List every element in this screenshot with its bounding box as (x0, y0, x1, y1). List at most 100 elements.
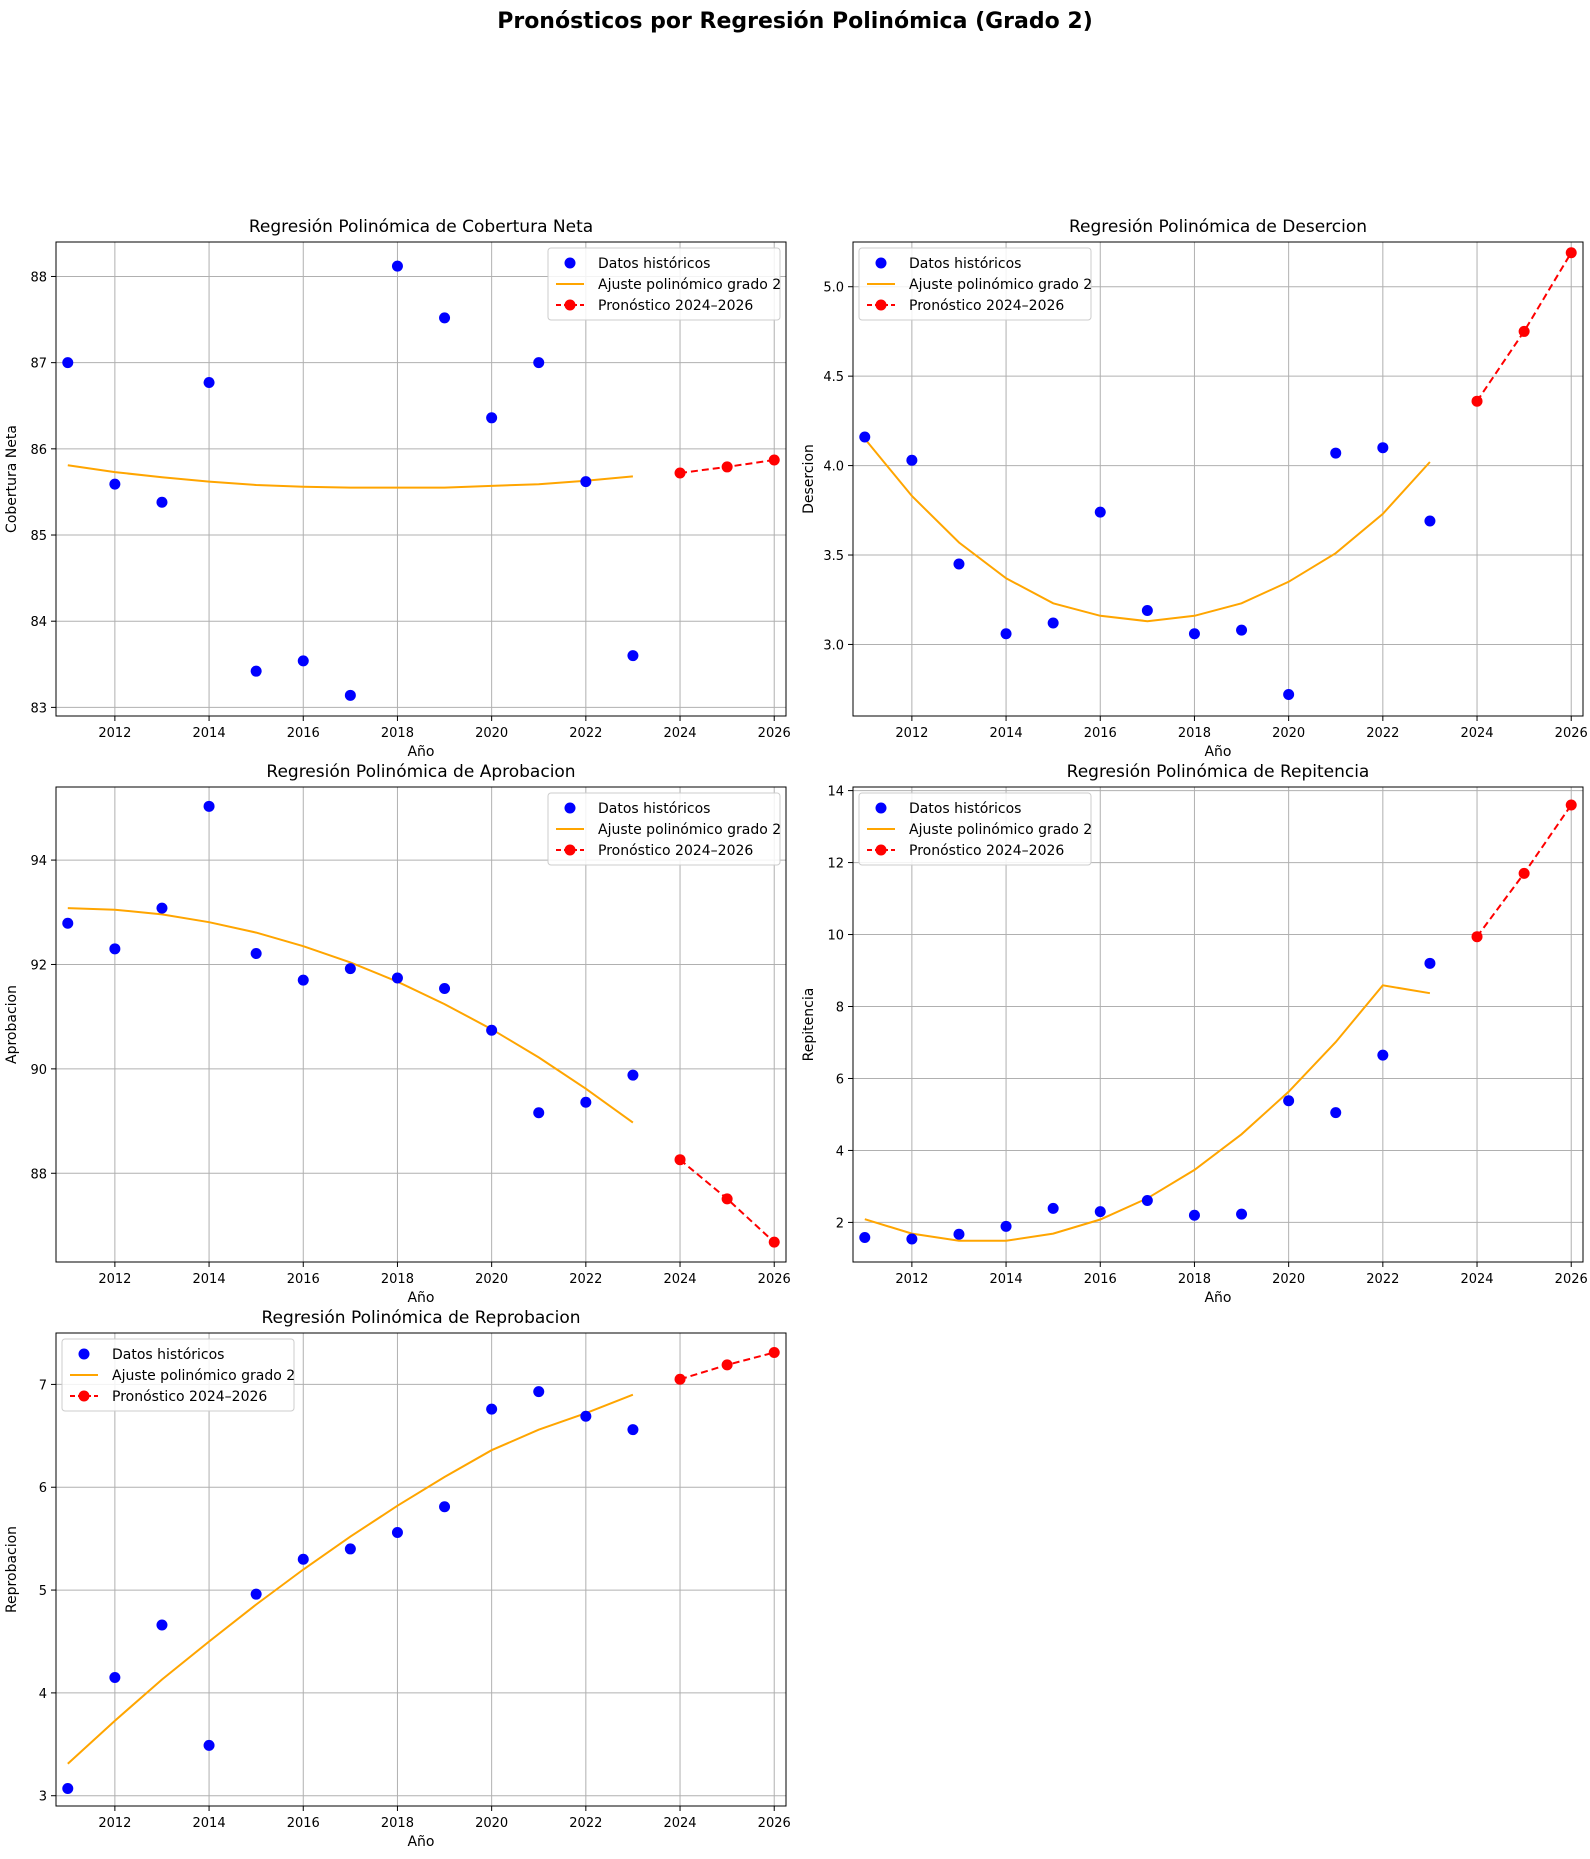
y-tick-label: 3.5 (823, 549, 844, 564)
x-tick-label: 2012 (98, 1272, 131, 1287)
legend-forecast-label: Pronóstico 2024–2026 (598, 843, 753, 859)
historical-point (533, 1107, 545, 1119)
historical-point (1188, 1209, 1200, 1221)
x-tick-label: 2022 (569, 1816, 602, 1831)
historical-point (627, 1069, 639, 1081)
y-tick-label: 4.5 (823, 370, 844, 385)
legend-forecast-marker (564, 299, 576, 311)
historical-point (344, 1543, 356, 1555)
x-tick-label: 2026 (1555, 726, 1588, 741)
historical-point (439, 312, 451, 324)
x-tick-label: 2012 (895, 726, 928, 741)
x-tick-label: 2022 (569, 726, 602, 741)
y-axis-label: Reprobacion (4, 1526, 20, 1613)
forecast-point (721, 1193, 733, 1205)
axes-frame (852, 786, 1584, 1263)
historical-point (1330, 447, 1342, 459)
y-tick-label: 85 (30, 529, 47, 544)
historical-point (906, 454, 918, 466)
historical-point (391, 260, 403, 272)
y-tick-label: 84 (30, 615, 47, 630)
legend-forecast-label: Pronóstico 2024–2026 (909, 843, 1064, 859)
forecast-point (768, 454, 780, 466)
legend-forecast-marker (78, 1390, 90, 1402)
x-tick-label: 2012 (98, 1816, 131, 1831)
legend: Datos históricos Ajuste polinómico grado … (547, 247, 781, 321)
historical-point (156, 902, 168, 914)
legend-historical-marker (875, 257, 887, 269)
x-tick-label: 2016 (287, 1816, 320, 1831)
historical-point (1330, 1107, 1342, 1119)
historical-point (859, 1232, 871, 1244)
legend-fit-label: Ajuste polinómico grado 2 (909, 822, 1092, 838)
forecast-point (674, 467, 686, 479)
forecast-point (721, 461, 733, 473)
historical-point (1283, 689, 1295, 701)
legend-historical-marker (78, 1348, 90, 1360)
forecast-point (1471, 395, 1483, 407)
forecast-point (1471, 931, 1483, 943)
x-tick-label: 2020 (475, 1272, 508, 1287)
historical-point (1236, 624, 1248, 636)
x-tick-label: 2014 (193, 726, 226, 741)
x-tick-label: 2018 (381, 726, 414, 741)
axes-frame (852, 241, 1584, 717)
historical-point (1141, 604, 1153, 616)
x-tick-label: 2024 (1460, 726, 1493, 741)
x-tick-label: 2018 (381, 1272, 414, 1287)
y-tick-label: 2 (836, 1216, 844, 1231)
historical-point (906, 1233, 918, 1245)
legend-box (547, 792, 781, 866)
x-tick-label: 2018 (381, 1816, 414, 1831)
historical-point (250, 1588, 262, 1600)
historical-point (859, 431, 871, 443)
historical-point (344, 689, 356, 701)
historical-point (439, 1501, 451, 1513)
x-tick-label: 2012 (895, 1272, 928, 1287)
x-tick-label: 2026 (1555, 1272, 1588, 1287)
historical-point (62, 917, 74, 929)
legend-historical-label: Datos históricos (909, 256, 1021, 272)
y-tick-label: 14 (827, 785, 844, 800)
x-tick-label: 2024 (663, 726, 696, 741)
historical-point (1000, 628, 1012, 640)
x-tick-label: 2018 (1178, 1272, 1211, 1287)
y-tick-label: 83 (30, 701, 47, 716)
x-tick-label: 2014 (193, 1816, 226, 1831)
historical-point (203, 376, 215, 388)
legend-forecast-marker (564, 844, 576, 856)
y-tick-label: 5 (39, 1584, 47, 1599)
historical-point (1283, 1095, 1295, 1107)
historical-point (533, 1386, 545, 1398)
x-tick-label: 2022 (569, 1272, 602, 1287)
historical-point (1424, 957, 1436, 969)
historical-point (62, 1783, 74, 1795)
historical-point (1236, 1208, 1248, 1220)
x-tick-label: 2022 (1366, 726, 1399, 741)
legend-fit-label: Ajuste polinómico grado 2 (909, 277, 1092, 293)
historical-point (1047, 1202, 1059, 1214)
chart-title: Regresión Polinómica de Cobertura Neta (249, 217, 593, 237)
chart-title: Regresión Polinómica de Reprobacion (261, 1308, 580, 1328)
legend-box (547, 247, 781, 321)
x-tick-label: 2022 (1366, 1272, 1399, 1287)
historical-point (156, 496, 168, 508)
x-axis-label: Año (407, 1290, 434, 1306)
forecast-line (1476, 252, 1573, 402)
historical-point (486, 412, 498, 424)
y-axis-label: Aprobacion (4, 985, 20, 1064)
y-tick-label: 92 (30, 958, 47, 973)
legend-fit-label: Ajuste polinómico grado 2 (598, 822, 781, 838)
historical-point (250, 665, 262, 677)
y-tick-label: 4 (39, 1687, 47, 1702)
legend-box (61, 1338, 295, 1412)
x-tick-label: 2014 (990, 1272, 1023, 1287)
axes-frame (55, 786, 787, 1263)
x-tick-label: 2026 (758, 726, 791, 741)
x-tick-label: 2016 (1084, 1272, 1117, 1287)
figure-suptitle: Pronósticos por Regresión Polinómica (Gr… (497, 9, 1093, 34)
forecast-point (768, 1347, 780, 1359)
legend-forecast-marker (875, 299, 887, 311)
historical-point (203, 800, 215, 812)
